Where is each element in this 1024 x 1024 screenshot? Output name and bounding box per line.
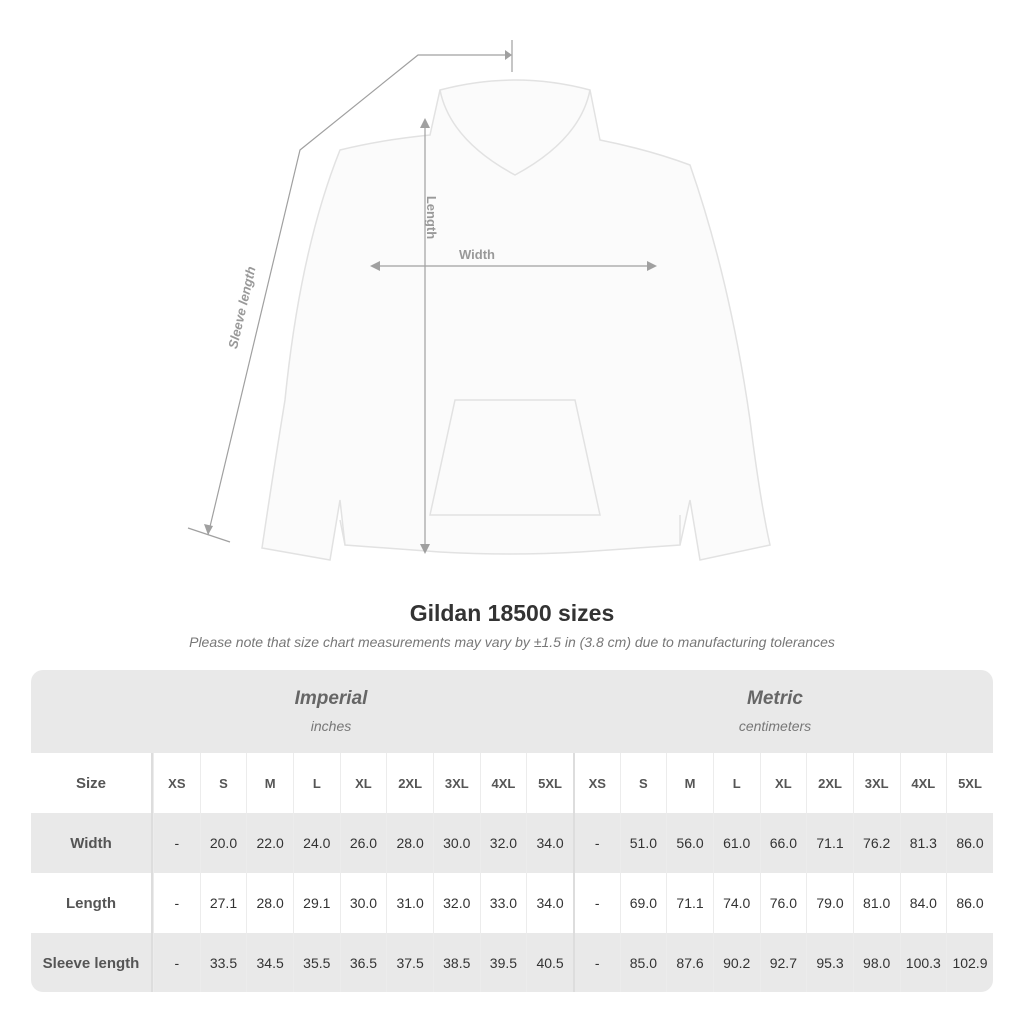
metric-size-L: L — [712, 753, 760, 813]
imperial-value-cell: 20.0 — [199, 813, 247, 873]
length-label: Length — [424, 195, 440, 240]
tolerance-note: Please note that size chart measurements… — [189, 634, 835, 650]
imperial-value-cell: 34.0 — [526, 873, 573, 933]
metric-value-cell: - — [572, 813, 620, 873]
metric-value-cell: 76.0 — [759, 873, 807, 933]
imperial-value-cell: 29.1 — [292, 873, 340, 933]
metric-value-cell: 86.0 — [946, 873, 993, 933]
imperial-value-cell: 27.1 — [199, 873, 247, 933]
table-header-row: Size XS S M L XL 2XL 3XL 4XL 5XL XS S M L XL 2XL 3XL 4XL 5… — [31, 753, 993, 813]
metric-size-XL: XL — [759, 753, 807, 813]
imperial-size-3XL: 3XL — [432, 753, 480, 813]
imperial-value-cell: 22.0 — [246, 813, 293, 873]
metric-value-cell: - — [572, 933, 620, 992]
metric-value-cell: 69.0 — [619, 873, 667, 933]
imperial-value-cell: 38.5 — [432, 933, 480, 992]
imperial-value-cell: 33.5 — [199, 933, 247, 992]
table-row: Sleeve length -33.5 34.5 35.5 36.5 37.5 38.5 39… — [31, 933, 993, 992]
imperial-value-cell: 28.0 — [246, 873, 293, 933]
imperial-value-cell: - — [153, 873, 200, 933]
imperial-value-cell: 30.0 — [339, 873, 387, 933]
metric-size-5XL: 5XL — [946, 753, 993, 813]
metric-value-cell: 66.0 — [759, 813, 807, 873]
metric-value-cell: 71.1 — [666, 873, 713, 933]
metric-size-4XL: 4XL — [899, 753, 947, 813]
arrowheads — [204, 50, 657, 554]
size-table: Imperial inches Metric centimeters Size X… — [31, 670, 993, 992]
imperial-size-M: M — [246, 753, 293, 813]
metric-value-cell: 98.0 — [852, 933, 900, 992]
metric-value-cell: 61.0 — [712, 813, 760, 873]
width-label: Width — [459, 247, 495, 262]
imperial-size-5XL: 5XL — [526, 753, 573, 813]
imperial-value-cell: 37.5 — [386, 933, 433, 992]
row-label: Width — [31, 813, 153, 873]
imperial-value-cell: 39.5 — [479, 933, 527, 992]
imperial-size-L: L — [292, 753, 340, 813]
metric-size-M: M — [666, 753, 713, 813]
metric-unit: centimeters — [738, 718, 812, 734]
imperial-value-cell: 32.0 — [432, 873, 480, 933]
metric-value-cell: 85.0 — [619, 933, 667, 992]
metric-size-2XL: 2XL — [806, 753, 853, 813]
metric-value-cell: 81.3 — [899, 813, 947, 873]
measurement-lines — [187, 40, 655, 552]
hoodie-diagram — [187, 40, 771, 561]
imperial-value-cell: 26.0 — [339, 813, 387, 873]
imperial-value-cell: 32.0 — [479, 813, 527, 873]
row-label: Length — [31, 873, 153, 933]
imperial-value-cell: 34.0 — [526, 813, 573, 873]
imperial-size-S: S — [199, 753, 247, 813]
metric-value-cell: 100.3 — [899, 933, 947, 992]
metric-value-cell: 84.0 — [899, 873, 947, 933]
imperial-size-4XL: 4XL — [479, 753, 527, 813]
metric-size-XS: XS — [572, 753, 620, 813]
metric-value-cell: 56.0 — [666, 813, 713, 873]
imperial-unit: inches — [310, 718, 352, 734]
metric-value-cell: 74.0 — [712, 873, 760, 933]
metric-size-S: S — [619, 753, 667, 813]
table-row: Length -27.1 28.0 29.1 30.0 31.0 32.0 33.0 34.0-… — [31, 873, 993, 933]
imperial-value-cell: 24.0 — [292, 813, 340, 873]
imperial-value-cell: 35.5 — [292, 933, 340, 992]
metric-value-cell: 86.0 — [946, 813, 993, 873]
imperial-group: Imperial inches — [121, 688, 541, 734]
unit-header-band: Imperial inches Metric centimeters — [31, 670, 993, 753]
metric-value-cell: 90.2 — [712, 933, 760, 992]
metric-value-cell: 71.1 — [806, 813, 853, 873]
metric-value-cell: 51.0 — [619, 813, 667, 873]
hoodie-image — [261, 79, 771, 561]
size-header: Size — [31, 753, 153, 813]
imperial-size-XL: XL — [339, 753, 387, 813]
imperial-value-cell: - — [153, 933, 200, 992]
imperial-value-cell: 33.0 — [479, 873, 527, 933]
imperial-size-2XL: 2XL — [386, 753, 433, 813]
imperial-value-cell: 36.5 — [339, 933, 387, 992]
imperial-value-cell: 34.5 — [246, 933, 293, 992]
metric-heading: Metric — [747, 688, 803, 709]
metric-value-cell: 95.3 — [806, 933, 853, 992]
metric-group: Metric centimeters — [565, 688, 985, 734]
page-title: Gildan 18500 sizes — [409, 600, 615, 626]
metric-value-cell: - — [572, 873, 620, 933]
metric-size-3XL: 3XL — [852, 753, 900, 813]
metric-value-cell: 76.2 — [852, 813, 900, 873]
row-label: Sleeve length — [31, 933, 153, 992]
metric-value-cell: 87.6 — [666, 933, 713, 992]
imperial-heading: Imperial — [294, 688, 368, 709]
imperial-value-cell: 31.0 — [386, 873, 433, 933]
table-row: Width -20.0 22.0 24.0 26.0 28.0 30.0 32.0 34.0-5… — [31, 813, 993, 873]
imperial-size-XS: XS — [153, 753, 200, 813]
imperial-value-cell: - — [153, 813, 200, 873]
imperial-value-cell: 30.0 — [432, 813, 480, 873]
metric-value-cell: 92.7 — [759, 933, 807, 992]
imperial-value-cell: 28.0 — [386, 813, 433, 873]
metric-value-cell: 79.0 — [806, 873, 853, 933]
imperial-value-cell: 40.5 — [526, 933, 573, 992]
metric-value-cell: 81.0 — [852, 873, 900, 933]
metric-value-cell: 102.9 — [946, 933, 993, 992]
